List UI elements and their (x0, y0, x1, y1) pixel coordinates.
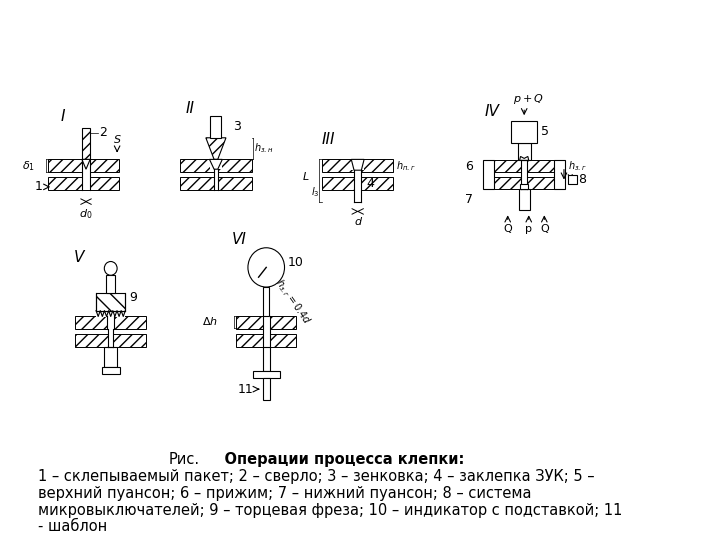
Text: микровыключателей; 9 – торцевая фреза; 10 – индикатор с подставкой; 11: микровыключателей; 9 – торцевая фреза; 1… (37, 503, 622, 517)
Bar (48, 177, 119, 190)
Text: 11: 11 (238, 383, 253, 396)
Bar (180, 159, 251, 172)
Text: I: I (61, 109, 66, 124)
Text: V: V (73, 250, 84, 265)
Polygon shape (206, 138, 226, 159)
Polygon shape (520, 157, 528, 160)
Bar (104, 347, 117, 367)
Bar (322, 159, 393, 172)
Text: - шаблон: - шаблон (37, 519, 107, 534)
Text: $p+Q$: $p+Q$ (513, 92, 544, 106)
Text: v: v (567, 172, 572, 181)
Text: d: d (354, 217, 361, 227)
Text: 2: 2 (99, 126, 107, 139)
Text: Q: Q (503, 224, 512, 234)
Bar (102, 367, 120, 374)
Text: 9: 9 (129, 292, 137, 305)
Polygon shape (351, 159, 364, 170)
Bar (495, 177, 554, 189)
Text: p: p (526, 224, 532, 234)
Text: 8: 8 (579, 173, 587, 186)
Text: $\delta_1$: $\delta_1$ (22, 159, 35, 173)
Text: $h_{з.г}$: $h_{з.г}$ (567, 159, 587, 173)
Bar (518, 189, 530, 211)
Bar (322, 177, 393, 190)
Text: IV: IV (485, 104, 500, 119)
Bar (518, 143, 531, 160)
Bar (263, 347, 270, 372)
Bar (75, 316, 146, 329)
Bar (75, 334, 146, 347)
Text: 5: 5 (541, 125, 549, 138)
Bar (48, 159, 119, 172)
Text: $l_3$: $l_3$ (311, 185, 319, 199)
Text: S: S (114, 135, 122, 145)
Bar (236, 316, 296, 329)
Bar (495, 160, 554, 172)
Text: 4: 4 (366, 177, 374, 190)
Bar (82, 159, 90, 190)
Bar (107, 316, 114, 329)
Bar (214, 169, 218, 190)
Text: $h_{з.г}=0.4d$: $h_{з.г}=0.4d$ (271, 276, 313, 327)
Bar (263, 316, 270, 347)
Bar (106, 275, 115, 293)
Bar (108, 329, 114, 347)
Bar (82, 128, 90, 159)
Text: III: III (322, 132, 336, 147)
Text: 1 – склепываемый пакет; 2 – сверло; 3 – зенковка; 4 – заклепка ЗУК; 5 –: 1 – склепываемый пакет; 2 – сверло; 3 – … (37, 469, 594, 484)
Text: $d_0$: $d_0$ (79, 207, 93, 221)
Circle shape (248, 248, 284, 287)
Bar (96, 293, 125, 310)
Text: $h_{п.г}$: $h_{п.г}$ (396, 159, 416, 173)
Bar (96, 310, 125, 318)
Bar (264, 287, 269, 316)
Text: $h_{з.н}$: $h_{з.н}$ (254, 141, 274, 156)
Text: верхний пуансон; 6 – прижим; 7 – нижний пуансон; 8 – система: верхний пуансон; 6 – прижим; 7 – нижний … (37, 486, 531, 501)
Bar (520, 184, 528, 189)
Text: VI: VI (231, 232, 246, 247)
Text: L: L (302, 172, 309, 181)
Text: II: II (186, 101, 195, 116)
Bar (521, 160, 527, 189)
Text: 6: 6 (464, 160, 472, 173)
Text: 7: 7 (464, 193, 472, 206)
Bar (236, 334, 296, 347)
Text: Рис.: Рис. (168, 453, 199, 468)
Bar (253, 372, 280, 379)
Text: Операции процесса клепки:: Операции процесса клепки: (204, 453, 464, 468)
Text: 1: 1 (35, 180, 43, 193)
Bar (210, 116, 222, 138)
Text: Q: Q (540, 224, 549, 234)
Bar (210, 159, 222, 169)
Bar (263, 379, 270, 400)
Text: $\Delta h$: $\Delta h$ (202, 315, 218, 327)
Bar (511, 121, 537, 143)
Bar (567, 174, 577, 185)
Bar (351, 159, 364, 170)
Polygon shape (210, 159, 222, 169)
Bar (554, 160, 565, 189)
Polygon shape (82, 159, 90, 169)
Circle shape (104, 261, 117, 275)
Text: 3: 3 (233, 120, 241, 133)
Bar (483, 160, 495, 189)
Text: 10: 10 (287, 256, 303, 269)
Bar (180, 177, 251, 190)
Bar (354, 170, 361, 201)
